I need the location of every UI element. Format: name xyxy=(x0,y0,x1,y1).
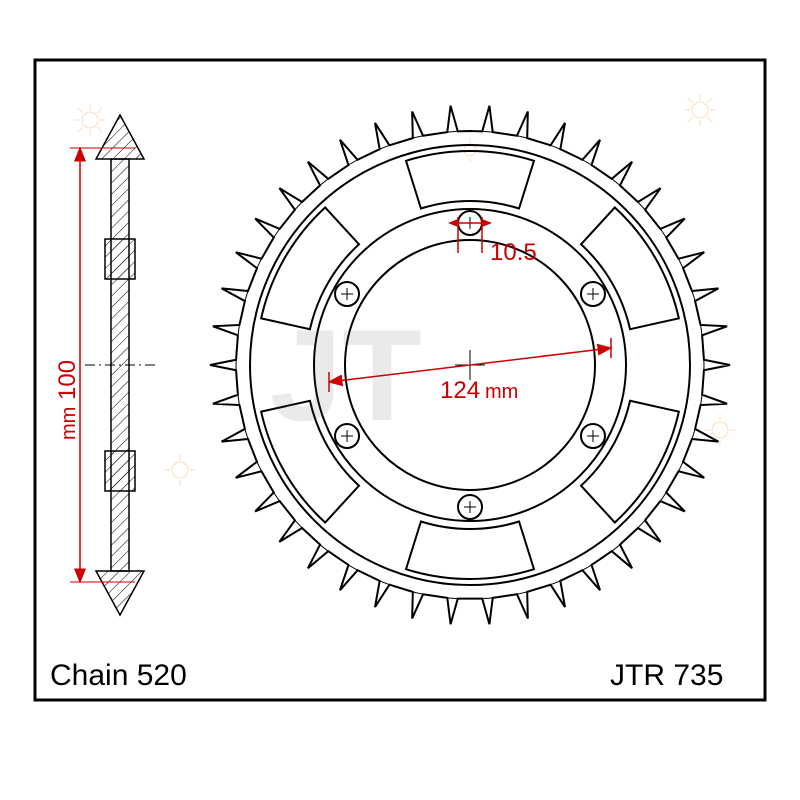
dim-124-value: 124 xyxy=(440,377,480,404)
svg-text:JT: JT xyxy=(270,302,422,448)
dim-10-5-value: 10.5 xyxy=(490,239,537,266)
part-number-label: JTR 735 xyxy=(610,659,723,692)
technical-drawing: 124 mm 10.5 100 mm Chain 520 JTR 735 JT xyxy=(0,0,800,800)
chain-label: Chain 520 xyxy=(50,659,187,692)
dim-100-unit: mm xyxy=(58,407,80,440)
dim-100-value: 100 xyxy=(54,360,81,400)
jt-watermark: JT xyxy=(270,302,422,448)
sprocket-side-view xyxy=(85,115,155,615)
dim-124-unit: mm xyxy=(485,381,518,403)
